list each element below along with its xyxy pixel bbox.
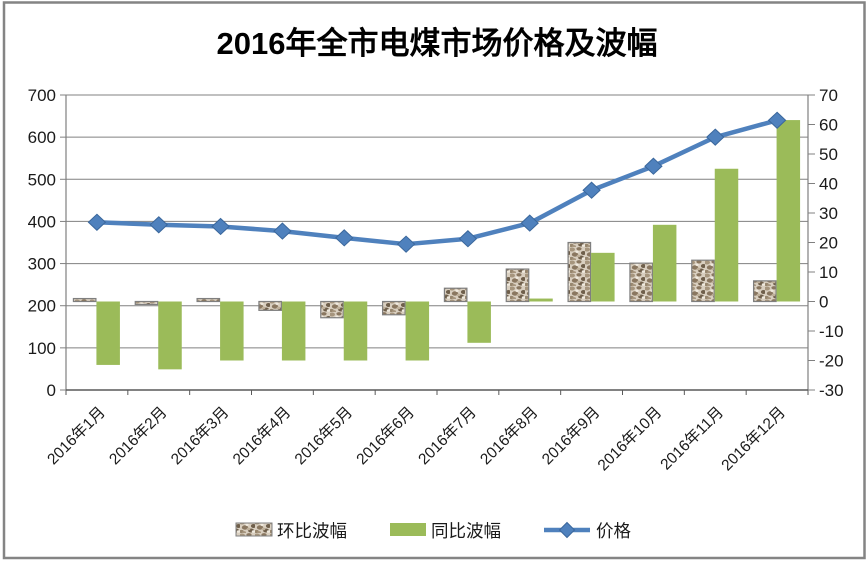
right-axis-label: 10 — [819, 263, 838, 282]
price-point — [520, 214, 539, 232]
right-axis-label: 0 — [819, 293, 828, 312]
huanbi-bar — [691, 259, 715, 303]
x-axis-label: 2016年3月 — [167, 403, 232, 468]
x-axis-label: 2016年2月 — [105, 403, 170, 468]
right-axis-label: 60 — [819, 116, 838, 135]
right-axis-label: -30 — [819, 381, 844, 400]
left-axis-label: 500 — [28, 170, 56, 189]
right-axis-label: -20 — [819, 352, 844, 371]
right-axis-label: 50 — [819, 145, 838, 164]
price-point — [706, 128, 725, 146]
x-axis-label: 2016年8月 — [476, 403, 541, 468]
tongbi-bar — [405, 301, 430, 361]
x-axis-label: 2016年1月 — [44, 403, 109, 468]
right-axis-label: -10 — [819, 322, 844, 341]
huanbi-bar — [567, 241, 592, 303]
price-point — [149, 216, 168, 234]
right-axis-label: 30 — [819, 204, 838, 223]
chart-title: 2016年全市电煤市场价格及波幅 — [217, 26, 658, 61]
huanbi-bar — [134, 300, 159, 306]
left-axis-label: 200 — [28, 297, 56, 316]
tongbi-bar — [158, 301, 182, 370]
x-axis-label: 2016年6月 — [353, 403, 418, 468]
left-axis-label: 600 — [28, 128, 56, 147]
price-point — [582, 181, 601, 199]
right-axis-label: 40 — [819, 175, 838, 194]
tongbi-bar — [96, 301, 120, 365]
tongbi-bar — [467, 301, 491, 343]
x-axis-label: 2016年4月 — [229, 403, 294, 468]
legend-label-price: 价格 — [596, 521, 631, 541]
tongbi-bar — [776, 120, 801, 302]
huanbi-bar — [381, 300, 406, 316]
left-axis-label: 700 — [28, 86, 56, 105]
legend-swatch-tongbi — [390, 523, 426, 536]
legend-label-tongbi: 同比波幅 — [431, 521, 501, 541]
tongbi-bar — [220, 301, 244, 361]
price-line — [94, 118, 780, 247]
tongbi-bar — [529, 298, 553, 302]
x-axis-label: 2016年12月 — [718, 403, 789, 474]
price-point — [767, 111, 787, 129]
price-point — [273, 222, 292, 240]
x-axis-label: 2016年11月 — [657, 403, 727, 473]
price-point — [87, 213, 107, 231]
huanbi-bar — [258, 300, 283, 311]
left-axis-label: 100 — [28, 339, 56, 358]
tongbi-bar — [652, 224, 677, 302]
huanbi-bar — [72, 297, 97, 303]
left-axis-label: 300 — [28, 255, 56, 274]
legend-marker-price — [558, 521, 576, 539]
legend-swatch-huanbi — [235, 522, 273, 537]
price-point — [458, 230, 478, 248]
left-axis-label: 400 — [28, 212, 56, 231]
huanbi-bar — [443, 287, 468, 303]
right-axis-label: 70 — [819, 86, 838, 105]
tongbi-bar — [343, 301, 368, 361]
price-point — [396, 235, 416, 253]
huanbi-bar — [629, 262, 654, 303]
x-axis-label: 2016年10月 — [594, 403, 665, 474]
x-axis-label: 2016年5月 — [291, 403, 356, 468]
price-point — [335, 229, 354, 247]
huanbi-bar — [196, 297, 221, 303]
huanbi-bar — [752, 280, 777, 303]
right-axis-label: 20 — [819, 234, 838, 253]
left-axis-label: 0 — [47, 381, 56, 400]
huanbi-bar — [320, 300, 344, 319]
tongbi-bar — [591, 252, 615, 302]
x-axis-label: 2016年7月 — [415, 403, 480, 468]
price-point — [644, 157, 663, 175]
x-axis-label: 2016年9月 — [538, 403, 603, 468]
tongbi-bar — [714, 168, 739, 302]
tongbi-bar — [281, 301, 306, 361]
huanbi-bar — [505, 268, 530, 303]
legend-label-huanbi: 环比波幅 — [277, 521, 347, 541]
price-point — [211, 217, 230, 236]
